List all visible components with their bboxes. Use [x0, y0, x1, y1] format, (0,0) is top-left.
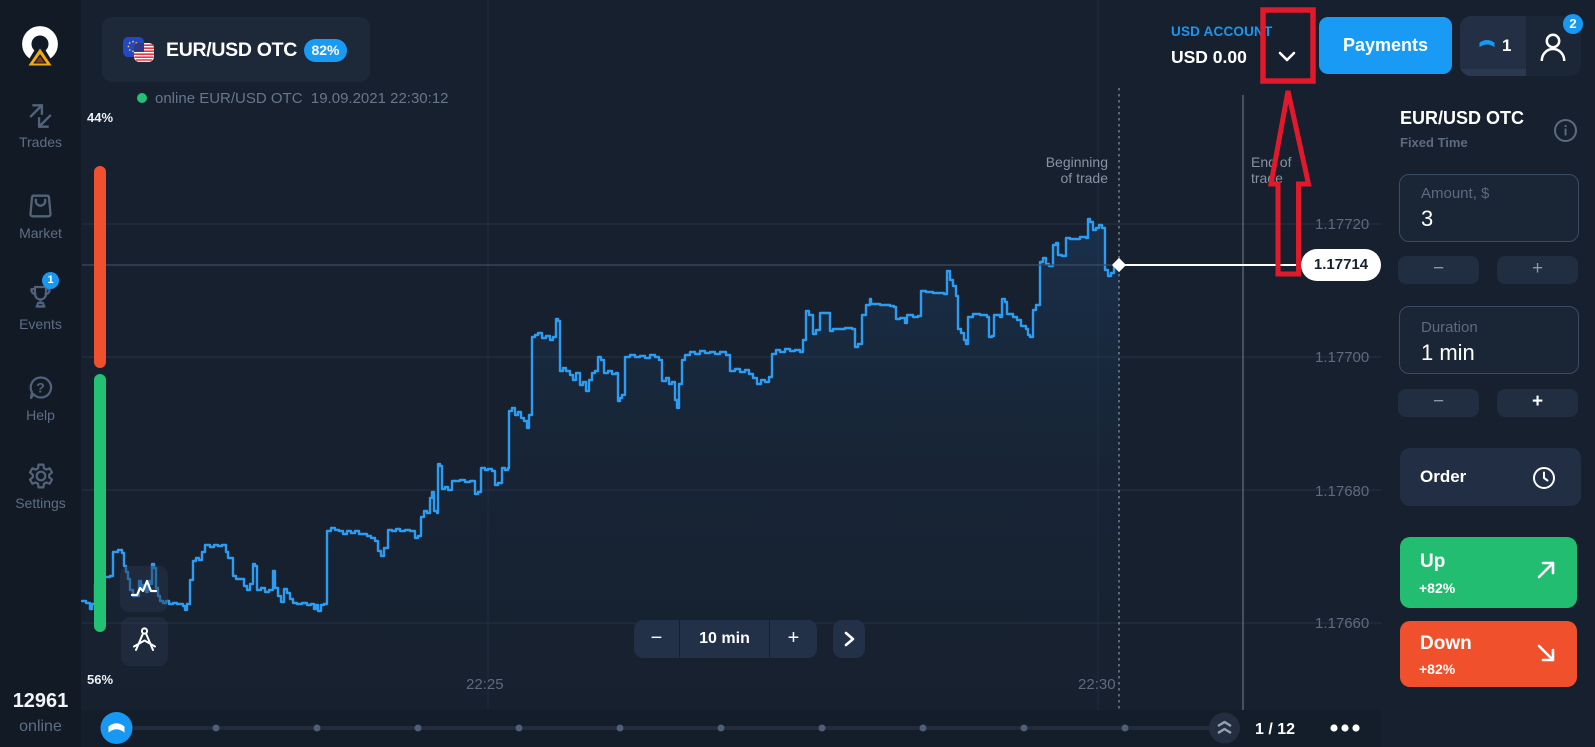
svg-text:?: ? [36, 380, 45, 396]
svg-text:1 / 12: 1 / 12 [1255, 721, 1295, 738]
